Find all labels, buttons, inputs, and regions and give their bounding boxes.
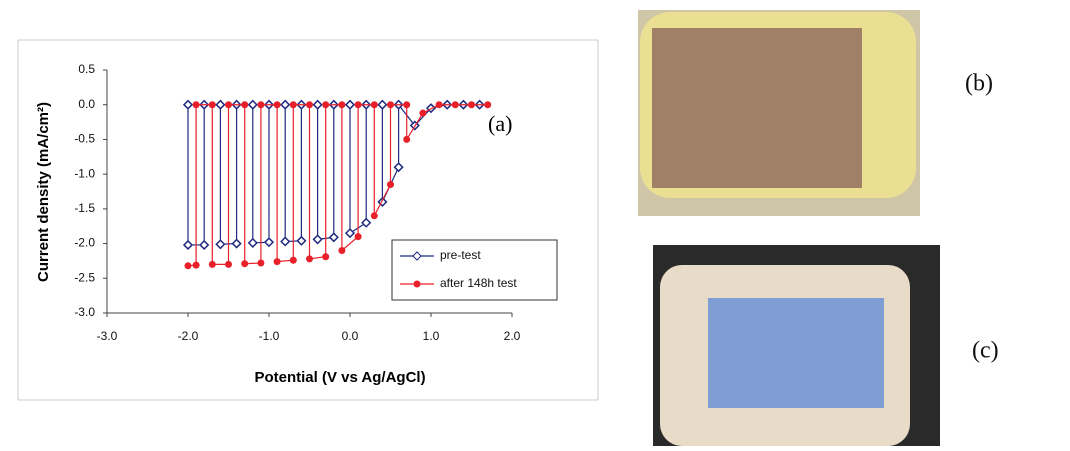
legend-label: after 148h test: [440, 276, 517, 290]
point: [185, 262, 192, 269]
point: [306, 255, 313, 262]
point: [290, 257, 297, 264]
point: [241, 260, 248, 267]
point: [371, 101, 378, 108]
point: [419, 110, 426, 117]
point: [274, 101, 281, 108]
point: [403, 136, 410, 143]
interior: [652, 28, 862, 188]
point: [225, 261, 232, 268]
point: [452, 101, 459, 108]
y-tick-label: -3.0: [74, 305, 95, 319]
y-tick-label: 0.0: [78, 97, 95, 111]
x-tick-label: -3.0: [97, 329, 118, 343]
legend-label: pre-test: [440, 248, 481, 262]
x-tick-label: 2.0: [504, 329, 521, 343]
point: [290, 101, 297, 108]
point: [387, 101, 394, 108]
point: [484, 101, 491, 108]
legend-marker: [414, 281, 421, 288]
interior: [708, 298, 884, 408]
point: [338, 101, 345, 108]
x-tick-label: -2.0: [178, 329, 199, 343]
point: [468, 101, 475, 108]
y-tick-label: -1.0: [74, 166, 95, 180]
panel-label: (a): [488, 111, 512, 136]
point: [274, 258, 281, 265]
point: [241, 101, 248, 108]
point: [387, 181, 394, 188]
x-tick-label: 1.0: [423, 329, 440, 343]
y-tick-label: -2.5: [74, 270, 95, 284]
point: [322, 101, 329, 108]
y-tick-label: -0.5: [74, 132, 95, 146]
y-axis-label: Current density (mA/cm²): [35, 102, 52, 282]
point: [193, 101, 200, 108]
y-tick-label: 0.5: [78, 62, 95, 76]
point: [209, 101, 216, 108]
point: [371, 212, 378, 219]
point: [338, 247, 345, 254]
point: [225, 101, 232, 108]
point: [322, 253, 329, 260]
photo-c: [653, 245, 940, 446]
y-tick-label: -2.0: [74, 236, 95, 250]
panel-label: (c): [972, 338, 999, 364]
figure: Potential (V vs Ag/AgCl) Current density…: [0, 0, 1070, 446]
point: [209, 261, 216, 268]
photo-b: [638, 10, 920, 216]
point: [355, 233, 362, 240]
panel-label: (b): [965, 71, 993, 97]
point: [355, 101, 362, 108]
point: [257, 101, 264, 108]
x-tick-label: 0.0: [342, 329, 359, 343]
x-tick-label: -1.0: [259, 329, 280, 343]
y-tick-label: -1.5: [74, 201, 95, 215]
point: [436, 101, 443, 108]
point: [193, 262, 200, 269]
chart-frame: [18, 40, 598, 400]
point: [257, 260, 264, 267]
point: [403, 101, 410, 108]
x-axis-label: Potential (V vs Ag/AgCl): [254, 369, 425, 386]
point: [306, 101, 313, 108]
